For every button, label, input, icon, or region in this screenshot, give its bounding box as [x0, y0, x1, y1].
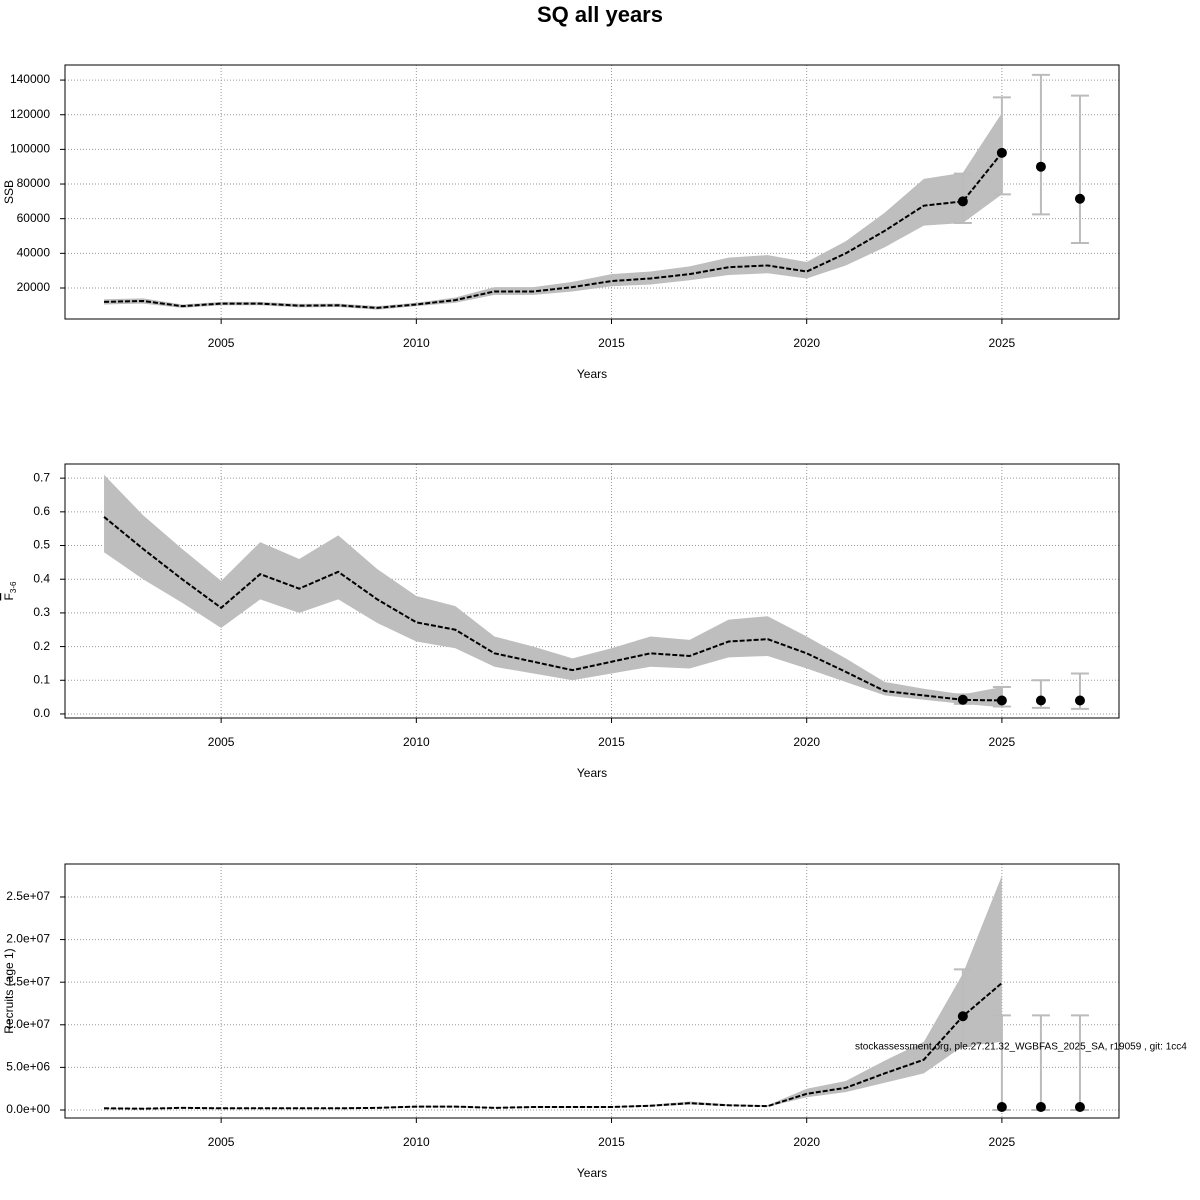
y-axis-label-subscript: 3-6 — [9, 581, 18, 593]
x-tick-label: 2020 — [793, 336, 820, 350]
confidence-band — [104, 875, 1002, 1110]
y-tick-label: 0.3 — [33, 605, 50, 619]
plot-frame — [64, 64, 1120, 320]
y-tick-label: 40000 — [17, 246, 51, 260]
point — [957, 1011, 968, 1022]
y-tick-label: 0.0e+00 — [6, 1102, 50, 1116]
x-axis-label: Years — [577, 367, 607, 381]
x-tick-label: 2015 — [598, 1135, 625, 1149]
y-tick-label: 0.6 — [33, 504, 50, 518]
x-tick-label: 2025 — [989, 1135, 1016, 1149]
y-axis-label: SSB — [2, 180, 16, 204]
y-axis-label-main: SSB — [2, 180, 16, 204]
y-tick-label: 2.5e+07 — [6, 889, 50, 903]
y-tick-label: 80000 — [17, 176, 51, 190]
x-tick-label: 2005 — [208, 336, 235, 350]
plot-frame — [64, 863, 1120, 1119]
x-axis-label: Years — [577, 766, 607, 780]
y-axis-label: Recruits (age 1) — [2, 948, 16, 1033]
y-axis-label-main: Recruits (age 1) — [2, 948, 16, 1033]
y-axis-label-main: F — [2, 593, 16, 600]
y-tick-label: 0.0 — [33, 706, 50, 720]
y-tick-label: 140000 — [10, 72, 50, 86]
estimate-line — [103, 516, 1002, 702]
y-tick-label: 1.0e+07 — [6, 1017, 50, 1031]
point — [1074, 695, 1085, 706]
y-tick-label: 100000 — [10, 142, 50, 156]
y-tick-label: 0.1 — [33, 672, 50, 686]
x-axis-label: Years — [577, 1166, 607, 1180]
point — [996, 147, 1007, 158]
x-tick-label: 2015 — [598, 336, 625, 350]
x-tick-label: 2015 — [598, 735, 625, 749]
x-tick-label: 2025 — [989, 735, 1016, 749]
footnote: stockassessment.org, ple.27.21.32_WGBFAS… — [855, 1042, 1187, 1053]
y-tick-label: 5.0e+06 — [6, 1060, 50, 1074]
y-tick-label: 0.4 — [33, 571, 50, 585]
x-tick-label: 2010 — [403, 336, 430, 350]
y-tick-label: 0.5 — [33, 538, 50, 552]
point — [1074, 193, 1085, 204]
y-tick-label: 60000 — [17, 211, 51, 225]
y-tick-label: 120000 — [10, 107, 50, 121]
plot-frame — [64, 463, 1120, 719]
point — [1035, 161, 1046, 172]
y-tick-label: 1.5e+07 — [6, 974, 50, 988]
point — [1035, 695, 1046, 706]
point — [957, 196, 968, 207]
x-tick-label: 2020 — [793, 735, 820, 749]
point — [996, 695, 1007, 706]
x-tick-label: 2005 — [208, 1135, 235, 1149]
estimate-line — [104, 152, 1003, 309]
point — [996, 1102, 1007, 1113]
confidence-band — [104, 112, 1002, 310]
y-tick-label: 0.2 — [33, 639, 50, 653]
point — [1035, 1102, 1046, 1113]
x-tick-label: 2010 — [403, 735, 430, 749]
x-tick-label: 2010 — [403, 1135, 430, 1149]
y-tick-label: 20000 — [17, 280, 51, 294]
point — [1074, 1102, 1085, 1113]
x-tick-label: 2020 — [793, 1135, 820, 1149]
x-tick-label: 2025 — [989, 336, 1016, 350]
y-tick-label: 0.7 — [33, 470, 50, 484]
x-tick-label: 2005 — [208, 735, 235, 749]
y-axis-label: F3-6 — [2, 581, 18, 600]
page-title: SQ all years — [537, 2, 663, 27]
point — [957, 694, 968, 705]
confidence-band — [104, 474, 1002, 708]
estimate-line — [104, 982, 1003, 1110]
y-tick-label: 2.0e+07 — [6, 932, 50, 946]
